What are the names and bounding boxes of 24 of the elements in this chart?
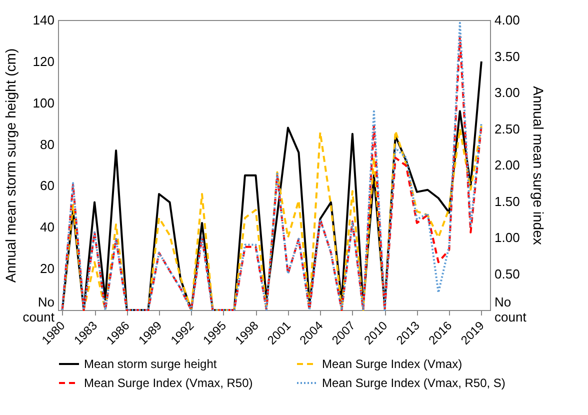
legend-label: Mean storm surge height <box>84 357 218 371</box>
y2-tick-label: 0.50 <box>494 266 520 282</box>
y-tick-label: 100 <box>32 95 54 110</box>
y2-tick-label: 3.50 <box>494 48 520 64</box>
legend-label: Mean Surge Index (Vmax, R50) <box>84 376 253 390</box>
y-tick-label: No count <box>22 294 55 324</box>
y2-tick-label: 2.00 <box>494 158 520 172</box>
line-series <box>61 124 482 311</box>
y-tick-label: 20 <box>40 261 54 276</box>
legend-label: Mean Surge Index (Vmax, R50, S) <box>322 376 506 390</box>
legend-label: Mean Surge Index (Vmax) <box>322 357 462 371</box>
y-tick-label: 140 <box>32 12 54 28</box>
y2-tick-label: 3.00 <box>494 85 520 100</box>
y2-tick-label: No count <box>494 294 527 324</box>
y-tick-label: 120 <box>32 54 54 69</box>
y2-axis-title: Annual mean surge index <box>530 86 546 245</box>
y2-tick-label: 2.50 <box>494 121 520 136</box>
y-tick-label: 80 <box>40 136 54 152</box>
y2-tick-label: 1.50 <box>494 194 520 209</box>
y-tick-label: 60 <box>40 178 54 194</box>
y-tick-label: 40 <box>40 220 54 235</box>
y-axis-title: Annual mean storm surge height (cm) <box>2 48 19 283</box>
y2-tick-label: 1.00 <box>494 230 520 245</box>
y2-tick-label: 4.00 <box>494 12 520 28</box>
